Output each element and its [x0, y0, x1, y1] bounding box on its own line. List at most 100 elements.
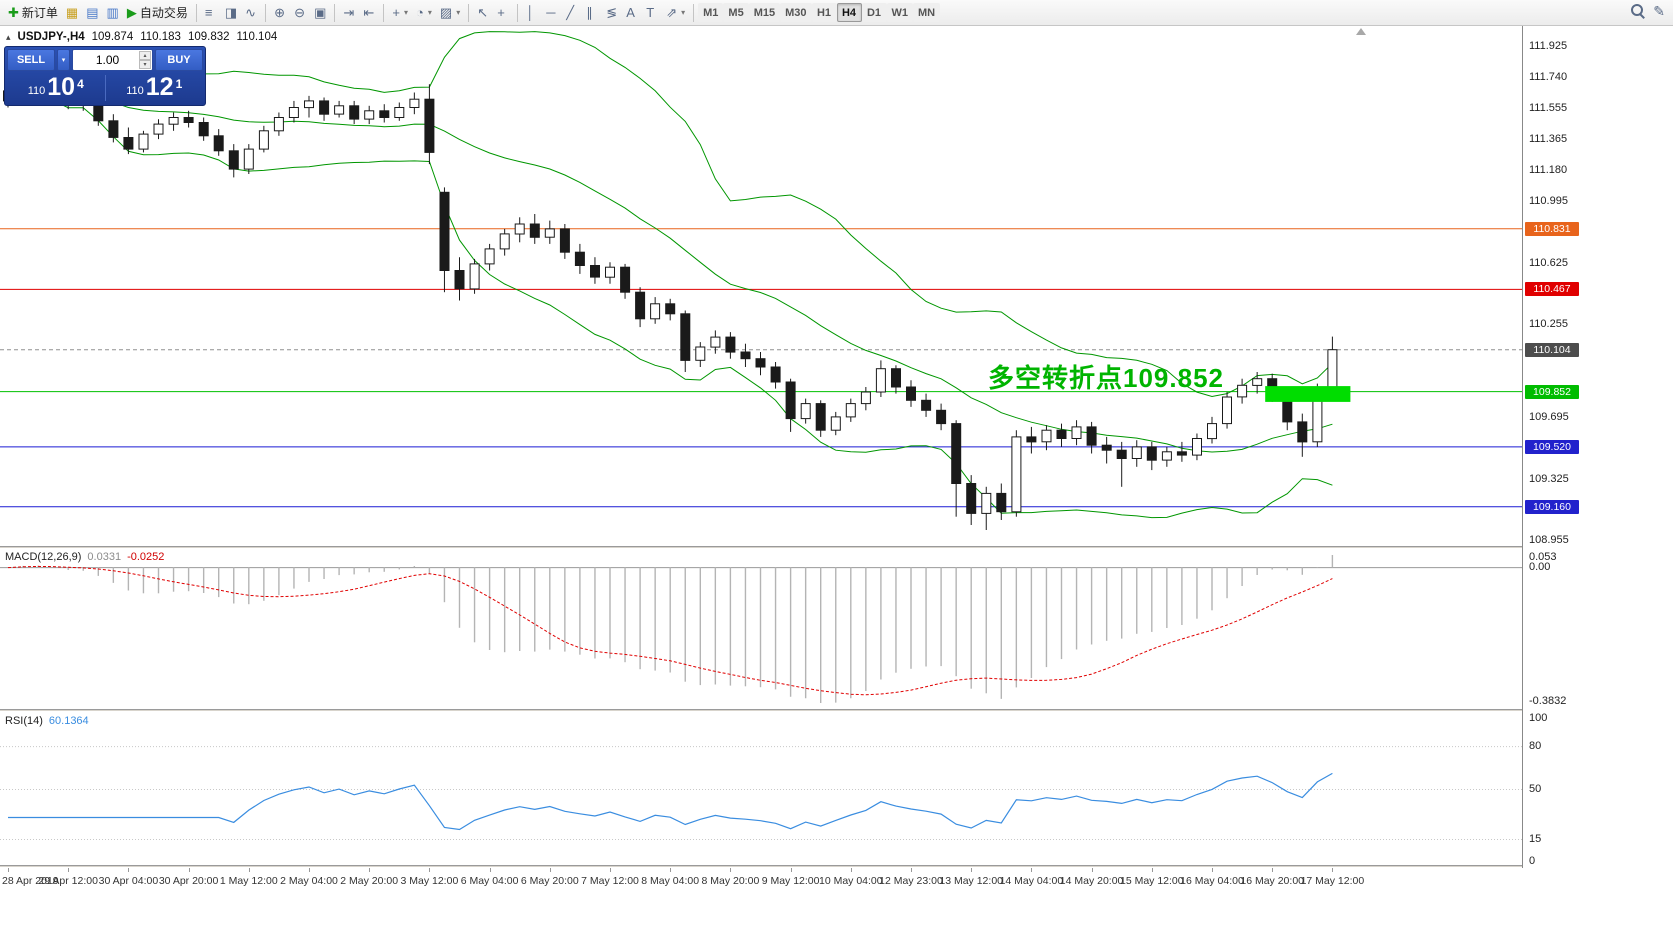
edit-pencil-icon[interactable]: ✎: [1653, 2, 1665, 19]
zoom-in-icon: ⊕: [274, 5, 286, 20]
candle-body: [153, 123, 164, 135]
horizontal-line-button[interactable]: ─: [542, 3, 562, 23]
line-chart-button[interactable]: ∿: [241, 3, 261, 23]
vertical-line-button[interactable]: │: [522, 3, 542, 23]
candle-body: [1192, 438, 1202, 456]
fibonacci-retracement-button[interactable]: ≶: [602, 3, 622, 23]
panel-separator[interactable]: [0, 709, 1673, 712]
candle-body: [1297, 421, 1308, 443]
terminal-button[interactable]: ▥: [103, 3, 123, 23]
rsi-axis-label: 0: [1529, 854, 1536, 867]
timeframe-m30[interactable]: M30: [780, 3, 812, 22]
autotrading-button[interactable]: ▶ 自动交易: [123, 3, 192, 23]
new-order-button[interactable]: ✚ 新订单: [4, 3, 62, 23]
cursor-button[interactable]: ↖: [473, 3, 493, 23]
toolbar-separator: [383, 3, 385, 22]
navigator-icon: ▤: [86, 5, 99, 20]
rsi-line: [8, 772, 1333, 831]
tile-windows-button[interactable]: ▣: [310, 3, 330, 23]
trade-panel-top-row: SELL ▾ ▴ ▾ BUY: [7, 49, 203, 71]
macd-axis-min: -0.3832: [1529, 694, 1567, 707]
timeframe-w1[interactable]: W1: [886, 3, 914, 22]
macd-panel-canvas[interactable]: [0, 549, 1522, 709]
time-axis-label: 3 May 12:00: [400, 875, 459, 887]
collapse-trade-panel-icon[interactable]: ▴: [6, 31, 11, 42]
panel-separator[interactable]: [0, 546, 1673, 549]
templates-button[interactable]: ▨ ▾: [436, 3, 464, 23]
candle-body: [394, 107, 405, 118]
candle-body: [349, 105, 360, 120]
time-axis-label: 28 Apr 2019: [2, 875, 59, 887]
time-axis-label: 8 May 20:00: [701, 875, 760, 887]
candle-body: [590, 265, 600, 278]
rsi-panel-canvas[interactable]: [0, 712, 1522, 865]
chart-shift-button[interactable]: ⇤: [359, 3, 379, 23]
candle-body: [529, 223, 540, 238]
price-axis-badge: 110.831: [1525, 221, 1579, 236]
rsi-value: 60.1364: [48, 715, 89, 727]
trade-panel-divider: [104, 74, 106, 101]
timeframe-h1[interactable]: H1: [811, 3, 837, 22]
timeframe-m1[interactable]: M1: [698, 3, 724, 22]
time-axis-tick: [369, 868, 371, 872]
sell-price-big: 10: [47, 73, 76, 101]
navigator-button[interactable]: ▤: [82, 3, 102, 23]
candle-body: [1176, 451, 1187, 456]
time-axis-tick: [1212, 868, 1213, 872]
toolbar-separator: [265, 3, 267, 22]
crosshair-button[interactable]: +: [493, 3, 513, 23]
sell-button[interactable]: SELL: [7, 49, 55, 71]
text-icon: A: [626, 5, 635, 20]
time-axis-tick: [1332, 868, 1334, 872]
price-axis[interactable]: 111.925 111.740 111.555 111.365 111.180 110.9…: [1522, 26, 1673, 868]
arrows-button[interactable]: ⇗ ▾: [662, 3, 689, 23]
periods-button[interactable]: ◔ ▾: [412, 3, 436, 23]
buy-button[interactable]: BUY: [155, 49, 203, 71]
indicators-list-button[interactable]: + ▾: [388, 3, 412, 23]
candle-body: [770, 366, 781, 383]
price-chart-canvas[interactable]: [0, 26, 1522, 546]
search-icon[interactable]: [1630, 3, 1646, 19]
bar-chart-button[interactable]: ≡: [201, 3, 221, 23]
macd-main-value: 0.0331: [87, 551, 122, 563]
candle-body: [334, 105, 345, 115]
time-axis-tick: [248, 868, 250, 872]
pivot-annotation-text: 多空转折点109.852: [988, 363, 1224, 393]
buy-price-button[interactable]: 110 12 1: [106, 75, 204, 100]
order-type-dropdown[interactable]: ▾: [57, 49, 70, 71]
text-button[interactable]: A: [622, 3, 642, 23]
panel-separator[interactable]: [0, 865, 1673, 868]
candle-body: [108, 120, 119, 138]
autotrading-icon: ▶: [126, 5, 137, 20]
candle-body: [123, 137, 134, 150]
zoom-out-button[interactable]: ⊖: [290, 3, 310, 23]
time-axis-tick: [188, 868, 190, 872]
candle-body: [288, 107, 299, 118]
volume-input[interactable]: [73, 50, 152, 70]
candle-body: [680, 313, 691, 361]
volume-decrease-button[interactable]: ▾: [139, 60, 151, 69]
equidistant-channel-button[interactable]: ∥: [582, 3, 602, 23]
candle-body: [635, 291, 646, 320]
timeframe-m5[interactable]: M5: [723, 3, 749, 22]
market-watch-button[interactable]: ▦: [62, 3, 82, 23]
sell-price-button[interactable]: 110 10 4: [7, 75, 105, 100]
time-axis[interactable]: 28 Apr 2019 29 Apr 12:00 30 Apr 04:00 30 Ap…: [0, 868, 1673, 894]
auto-scroll-button[interactable]: ⇥: [339, 3, 359, 23]
zoom-in-button[interactable]: ⊕: [270, 3, 290, 23]
chevron-down-icon: ▾: [681, 8, 686, 17]
trendline-button[interactable]: ╱: [562, 3, 582, 23]
time-axis-tick: [309, 868, 310, 872]
timeframe-m15[interactable]: M15: [748, 3, 781, 22]
text-label-button[interactable]: T: [642, 3, 662, 23]
price-axis-tick: 108.955: [1529, 534, 1569, 547]
time-axis-label: 8 May 04:00: [641, 875, 700, 887]
candle-body: [484, 248, 495, 265]
timeframe-mn[interactable]: MN: [913, 3, 941, 22]
volume-increase-button[interactable]: ▴: [139, 51, 151, 60]
timeframe-h4[interactable]: H4: [836, 3, 862, 22]
candlestick-chart-button[interactable]: ◨: [221, 3, 241, 23]
chart-shift-marker-icon[interactable]: [1356, 28, 1366, 35]
timeframe-d1[interactable]: D1: [861, 3, 887, 22]
vertical-line-icon: │: [526, 5, 535, 20]
